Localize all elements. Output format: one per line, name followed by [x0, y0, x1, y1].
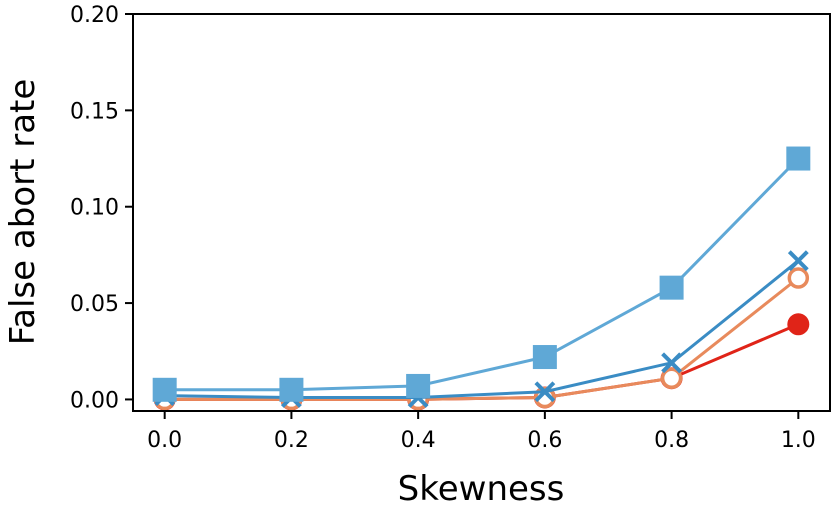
y-tick-label: 0.20 [70, 3, 119, 28]
square-marker [659, 275, 684, 300]
x-tick-label: 0.0 [147, 428, 182, 453]
square-series [152, 146, 811, 402]
cross-marker [661, 352, 683, 374]
square-marker [152, 377, 177, 402]
plot-frame [132, 13, 831, 412]
y-axis-label: False abort rate [3, 79, 43, 346]
open-circle-series-line [164, 276, 800, 401]
square-marker [406, 373, 431, 398]
x-tick-label: 1.0 [781, 428, 816, 453]
cross-series [154, 250, 809, 408]
cross-marker [534, 381, 556, 403]
open-circle-series [153, 267, 810, 411]
square-marker [279, 377, 304, 402]
cross-marker [787, 250, 809, 272]
plot-area [152, 146, 811, 411]
x-axis-label: Skewness [398, 469, 565, 509]
open-circle-marker [660, 367, 683, 389]
y-tick-label: 0.05 [70, 292, 119, 317]
x-tick-label: 0.8 [654, 428, 689, 453]
x-tick-label: 0.2 [274, 428, 309, 453]
x-axis: 0.0 0.2 0.4 0.6 0.8 1.0 [147, 411, 816, 453]
x-tick-label: 0.4 [401, 428, 436, 453]
filled-circle-marker [787, 313, 810, 336]
x-tick-label: 0.6 [527, 428, 562, 453]
y-tick-label: 0.15 [70, 99, 119, 124]
open-circle-marker [787, 267, 810, 289]
square-series-line [164, 157, 800, 392]
y-tick-label: 0.00 [70, 388, 119, 413]
y-axis: 0.00 0.05 0.10 0.15 0.20 [70, 3, 133, 413]
y-tick-label: 0.10 [70, 196, 119, 221]
square-marker [786, 146, 811, 171]
cross-series-line [164, 259, 800, 399]
square-marker [532, 345, 557, 370]
